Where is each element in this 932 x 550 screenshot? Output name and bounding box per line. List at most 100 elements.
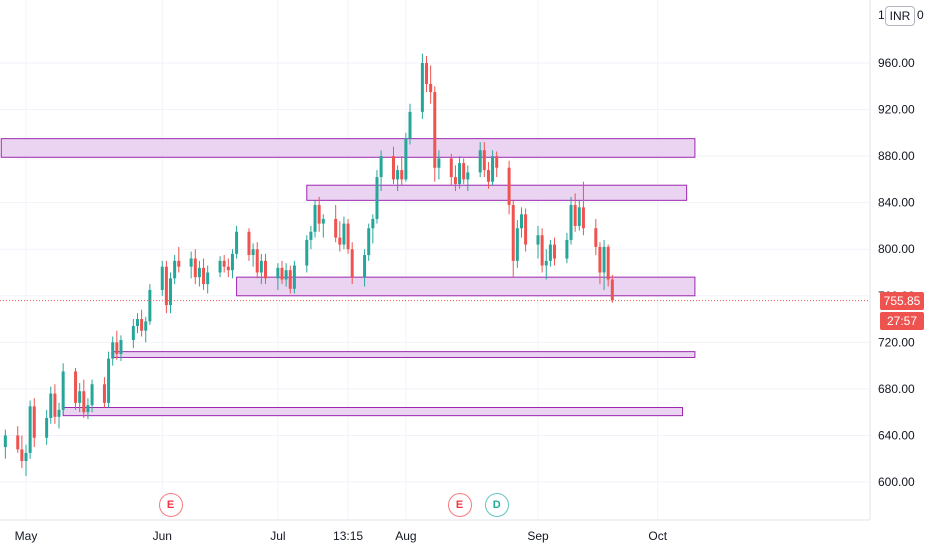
candle-body [16,435,20,450]
candle [544,249,548,280]
candle [202,258,206,290]
candle-body [144,321,148,331]
candle-body [226,266,230,271]
candle [160,260,164,296]
candle-body [235,231,239,254]
zone-rect[interactable] [112,351,696,358]
earnings-marker[interactable]: E [158,493,183,517]
candle [173,255,177,285]
countdown-tag: 27:57 [880,311,924,330]
candle-body [321,218,325,224]
candle [524,208,528,252]
candle [610,274,614,303]
candle-body [577,207,581,226]
candle [131,319,135,349]
candle-body [160,266,164,290]
candle [338,221,342,252]
candle-body [553,244,557,259]
zone-rect[interactable] [236,276,696,297]
dividend-marker[interactable]: D [484,493,509,517]
candle-body [544,260,548,266]
candle-body [350,249,354,278]
candle-body [292,265,296,289]
candle-body [313,204,317,232]
candle-body [263,260,267,279]
candle [577,200,581,231]
candle [511,200,515,278]
candle-body [519,214,523,229]
candle-body [61,371,65,410]
candle [49,386,53,424]
candle [102,377,106,408]
candle-body [548,244,552,261]
candle-body [135,319,139,327]
candle [515,220,519,268]
currency-button[interactable]: INR [885,6,915,26]
x-tick-label: Jun [153,529,172,543]
candle-body [408,111,412,139]
candle [462,158,466,185]
candle-body [90,384,94,406]
candle [371,214,375,244]
zone-rect[interactable] [62,407,684,417]
candle-body [131,326,135,341]
candle [317,196,321,232]
x-tick-label: Sep [527,529,549,543]
candle-body [437,158,441,168]
candle [420,53,424,119]
candle [140,309,144,337]
candle [363,249,367,287]
price-axis[interactable]: 600.00640.00680.00720.00760.00800.00840.… [878,56,915,489]
candle-body [598,246,602,273]
candle [321,214,325,238]
candle-body [173,260,177,279]
candle [350,242,354,285]
candle [107,351,111,408]
candle-body [78,391,82,403]
candle [144,316,148,343]
candle-body [284,270,288,280]
candle-body [449,158,453,178]
candle-body [540,235,544,266]
candle [495,151,499,178]
candle-body [140,319,144,331]
candle-body [28,406,32,453]
candle-body [334,218,338,238]
candle [396,165,400,192]
candle [478,142,482,178]
candle [449,153,453,186]
candle [491,150,495,186]
candle-body [375,177,379,219]
y-tick-label: 640.00 [878,428,915,442]
candle [288,265,292,294]
candle-body [102,384,106,403]
candle-body [251,249,255,256]
candle [226,258,230,278]
candle-body [115,342,119,354]
y-tick-label: 880.00 [878,149,915,163]
candle [573,193,577,232]
candle-body [346,223,350,250]
zone-rect[interactable] [0,138,696,158]
candle-body [573,204,577,226]
time-axis[interactable]: May Jun Jul 13:15 Aug Sep Oct [15,529,668,543]
candle [507,160,511,215]
candle-body [602,246,606,273]
zone-rect[interactable] [306,184,688,201]
candle-body [429,83,433,93]
candle [206,265,210,294]
candle [379,150,383,192]
candle-body [247,231,251,256]
candle-body [363,255,367,278]
candle-body [511,204,515,261]
candle-body [515,228,519,261]
candle-body [74,371,78,403]
candle-body [189,258,193,267]
earnings-marker[interactable]: E [447,493,472,517]
candle [148,284,152,325]
candle [119,335,123,361]
candle [3,429,7,459]
candle [255,242,259,279]
candle-body [371,218,375,229]
